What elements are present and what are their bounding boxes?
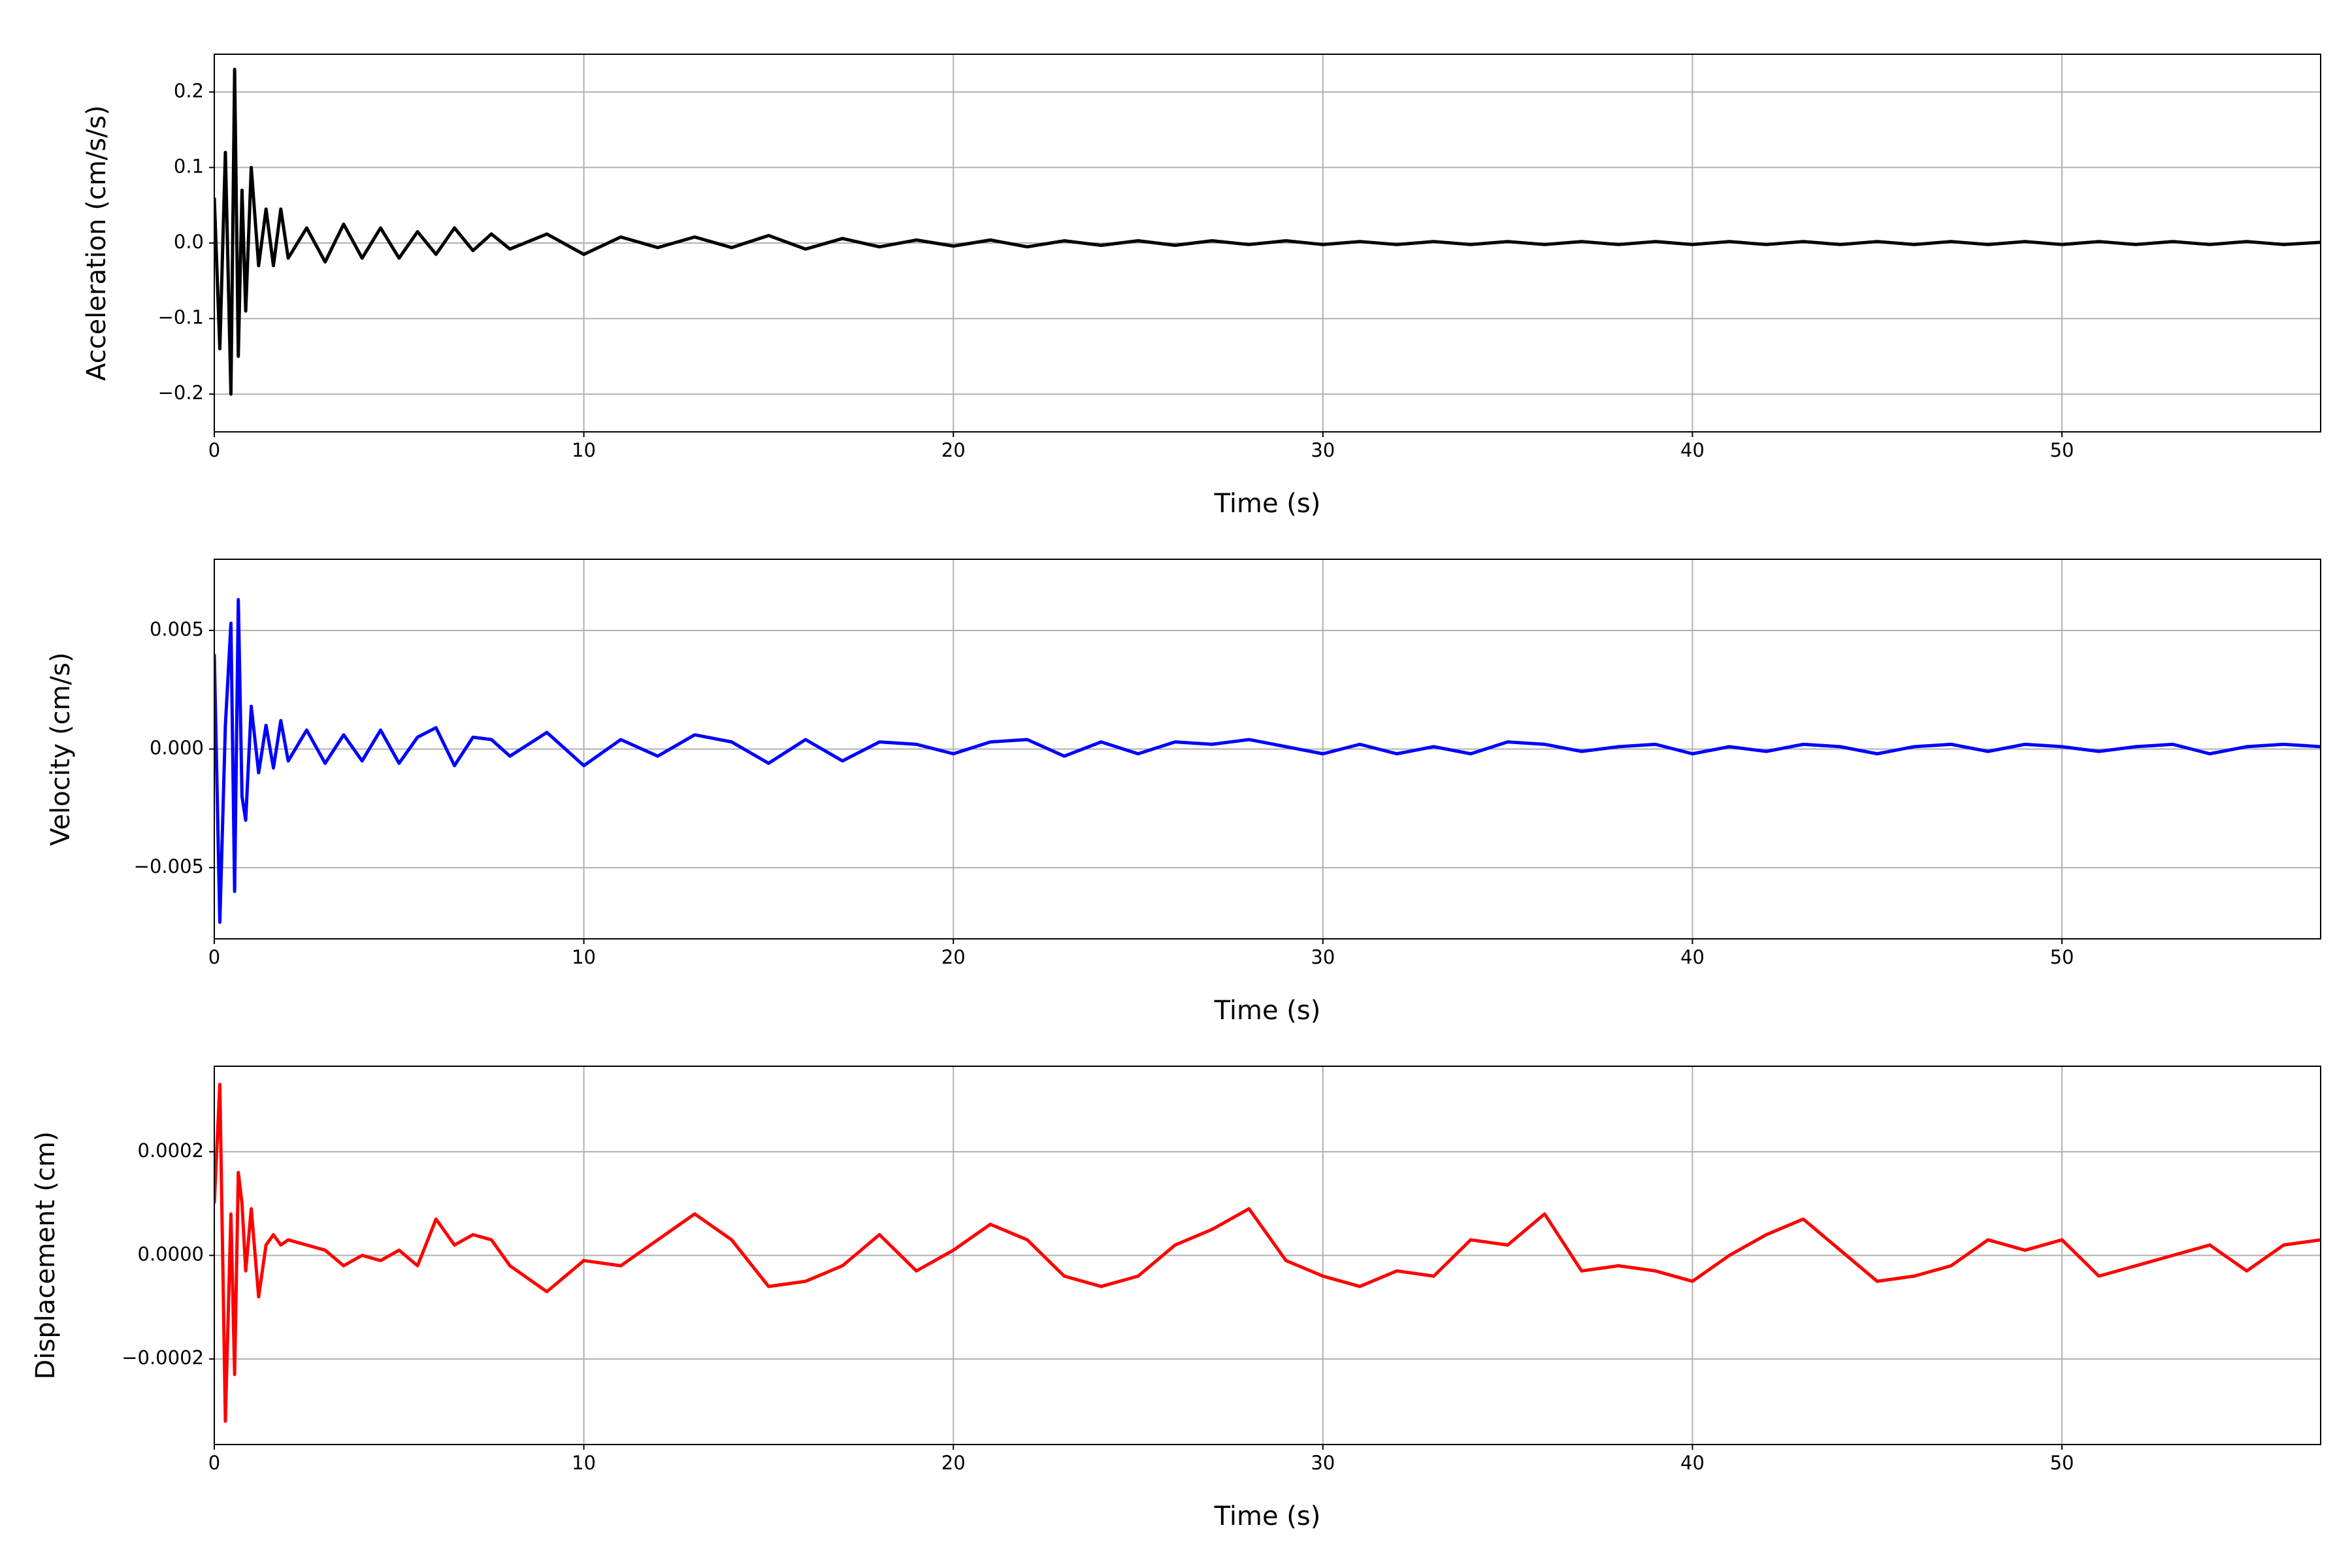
x-tick-label: 10: [572, 1452, 596, 1474]
data-line: [214, 598, 2321, 924]
x-tick-label: 40: [1680, 1452, 1705, 1474]
y-tick-label: −0.005: [134, 855, 204, 877]
x-tick-label: 0: [208, 1452, 220, 1474]
axes-frame: [214, 1066, 2321, 1445]
y-tick-label: 0.000: [150, 737, 204, 759]
data-line: [214, 1083, 2321, 1423]
x-tick-label: 40: [1680, 439, 1705, 461]
y-tick-label: −0.2: [158, 382, 204, 404]
x-tick-label: 50: [2050, 439, 2074, 461]
y-axis-label: Velocity (cm/s): [46, 652, 76, 845]
x-tick-label: 20: [941, 946, 966, 968]
x-tick-label: 10: [572, 439, 596, 461]
x-tick-label: 10: [572, 946, 596, 968]
x-tick-label: 0: [208, 439, 220, 461]
y-tick-label: 0.2: [174, 80, 204, 102]
x-axis-label: Time (s): [1214, 996, 1321, 1026]
x-tick-label: 30: [1311, 1452, 1335, 1474]
x-tick-label: 20: [941, 1452, 966, 1474]
y-tick-label: 0.0002: [138, 1139, 204, 1162]
y-tick-label: 0.0000: [138, 1243, 204, 1266]
x-tick-label: 20: [941, 439, 966, 461]
y-tick-label: 0.1: [174, 155, 204, 177]
axes-frame: [214, 54, 2321, 433]
x-axis-label: Time (s): [1214, 1501, 1321, 1531]
y-axis-label: Acceleration (cm/s/s): [82, 105, 112, 381]
x-tick-label: 30: [1311, 946, 1335, 968]
x-tick-label: 30: [1311, 439, 1335, 461]
x-tick-label: 0: [208, 946, 220, 968]
y-tick-label: 0.005: [150, 618, 204, 640]
x-axis-label: Time (s): [1214, 489, 1321, 519]
x-tick-label: 40: [1680, 946, 1705, 968]
axes-frame: [214, 559, 2321, 939]
y-tick-label: 0.0: [174, 231, 204, 253]
y-axis-label: Displacement (cm): [31, 1132, 61, 1380]
x-tick-label: 50: [2050, 1452, 2074, 1474]
y-tick-label: −0.0002: [122, 1347, 204, 1369]
y-tick-label: −0.1: [158, 306, 204, 329]
x-tick-label: 50: [2050, 946, 2074, 968]
data-line: [214, 67, 2321, 396]
